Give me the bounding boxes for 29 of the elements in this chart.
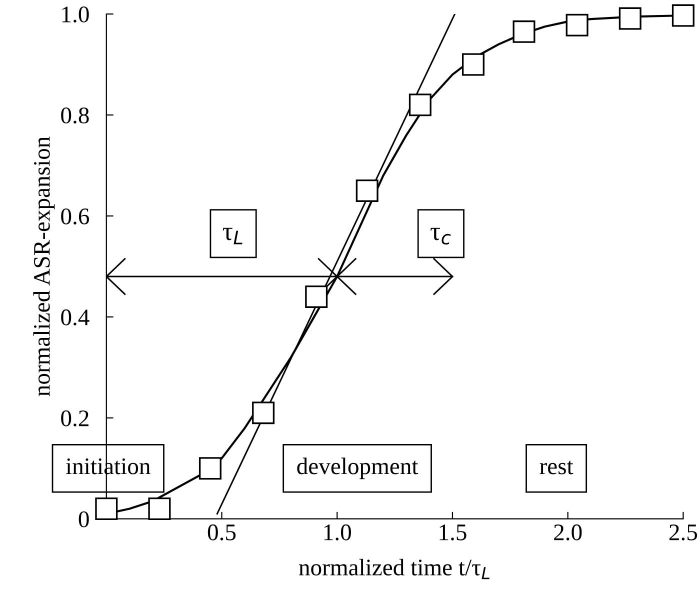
annotation: τ$_{c}$ (430, 228, 451, 245)
point (198, 457, 222, 480)
point (462, 53, 484, 76)
point (408, 94, 432, 116)
y-tick-label: 0 (78, 511, 89, 528)
x-tick-label: 1.0 (324, 524, 351, 540)
point (512, 20, 536, 43)
annotation: development (297, 458, 418, 480)
annotation: rest (540, 460, 574, 474)
point (148, 498, 171, 520)
y-tick-label: 1.0 (62, 6, 89, 23)
point (356, 179, 378, 202)
y-tick-label: 0.8 (61, 107, 89, 124)
point (672, 4, 694, 27)
x-tick-label: 2.0 (554, 524, 582, 540)
point (95, 498, 118, 520)
annotation: τ$_{L}$ (222, 228, 242, 244)
point (566, 14, 588, 36)
y-tick-label: 0.4 (61, 309, 90, 326)
point (618, 7, 642, 30)
x-tick-label: 0.5 (208, 524, 236, 540)
y-tick-label: 0.2 (61, 410, 88, 426)
y-axis-title: normalized ASR-expansion (33, 136, 55, 396)
point (252, 402, 275, 424)
x-tick-label: 1.5 (440, 524, 466, 540)
y-tick-label: 0.6 (61, 208, 90, 224)
point (305, 285, 328, 308)
x-axis-title: normalized time t/τ$_{L}$ (299, 558, 490, 580)
x-tick-label: 2.5 (669, 524, 698, 540)
